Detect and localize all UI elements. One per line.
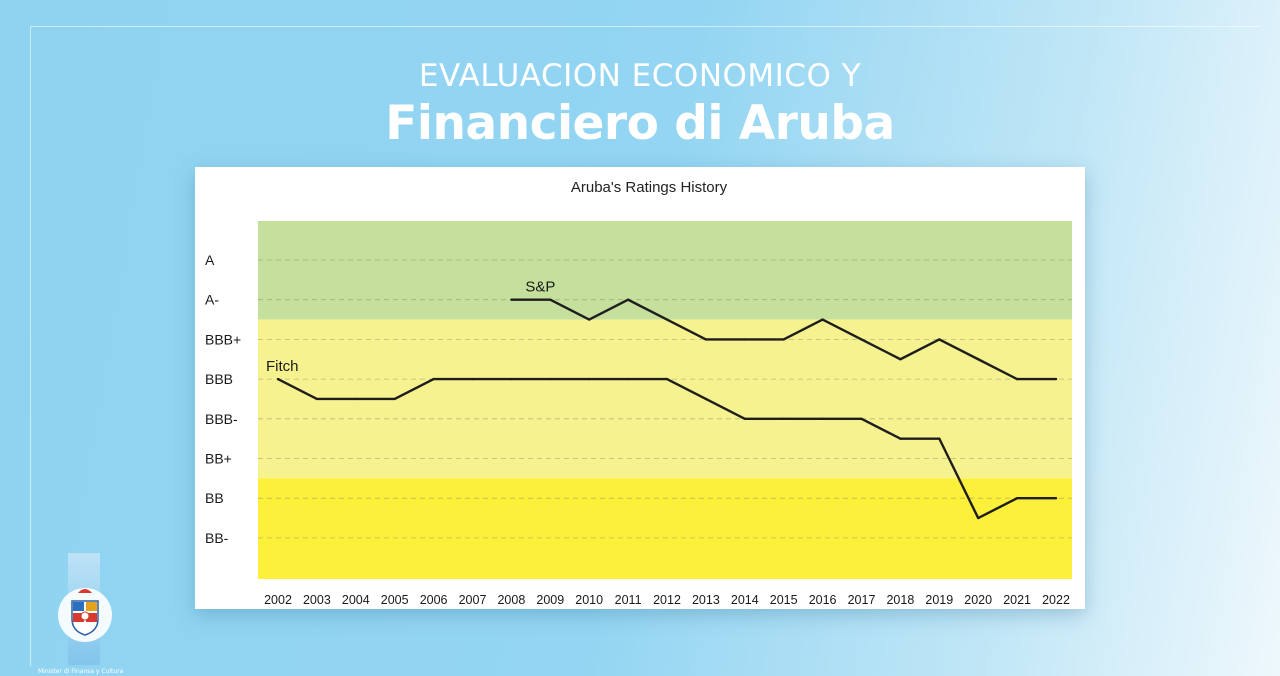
data-point: [821, 318, 824, 321]
series-label: Fitch: [266, 358, 299, 375]
ministry-caption: Minister di Finansa y Cultura: [38, 668, 124, 675]
data-point: [977, 358, 980, 361]
data-point: [393, 397, 396, 401]
data-point: [743, 338, 746, 341]
x-tick-label: 2018: [886, 593, 914, 607]
x-tick-label: 2016: [809, 593, 837, 607]
data-point: [938, 338, 941, 341]
x-tick-label: 2011: [615, 593, 642, 607]
data-point: [704, 397, 708, 401]
series-labels: S&P Fitch: [266, 279, 555, 375]
y-tick-label: BB+: [205, 451, 232, 467]
x-tick-label: 2013: [692, 593, 720, 607]
rating-zone-2: [258, 478, 1072, 579]
coat-of-arms-logo: [50, 553, 120, 668]
data-point: [626, 298, 630, 301]
data-point: [821, 417, 824, 420]
x-tick-label: 2008: [497, 593, 525, 607]
grid-lines: [258, 259, 1072, 539]
data-point: [977, 516, 980, 520]
data-point: [1015, 497, 1019, 500]
ratings-chart-card: Aruba's Ratings History A A- BBB+ BBB BBB- BB…: [195, 167, 1085, 609]
x-tick-label: 2007: [459, 593, 487, 607]
data-point: [549, 298, 552, 301]
data-point: [315, 397, 319, 401]
data-point: [782, 417, 785, 420]
x-tick-label: 2005: [381, 593, 409, 607]
headline-main: Financiero di Aruba: [385, 96, 895, 151]
data-point: [626, 377, 630, 381]
x-tick-label: 2021: [1003, 593, 1031, 607]
data-point: [471, 377, 474, 381]
data-point: [1054, 497, 1058, 500]
data-point: [899, 358, 902, 361]
y-tick-label: BBB: [205, 371, 233, 387]
data-point: [743, 417, 746, 420]
rating-zone-0: [258, 221, 1072, 320]
y-tick-label: BBB-: [205, 411, 238, 427]
data-point: [549, 377, 552, 381]
x-tick-label: 2006: [420, 593, 448, 607]
coat-of-arms-icon: [58, 588, 112, 642]
data-point: [510, 298, 513, 301]
ratings-chart: Aruba's Ratings History A A- BBB+ BBB BBB- BB…: [205, 179, 1072, 607]
y-tick-label: A-: [205, 292, 219, 308]
x-tick-label: 2009: [536, 593, 564, 607]
headline-top: EVALUACION ECONOMICO Y: [418, 58, 862, 94]
y-tick-label: BB: [205, 490, 224, 506]
decorative-frame: [30, 26, 1260, 666]
x-tick-label: 2014: [731, 593, 759, 607]
x-tick-label: 2017: [848, 593, 876, 607]
data-point: [588, 318, 591, 321]
data-point: [938, 437, 941, 440]
x-tick-label: 2022: [1042, 593, 1070, 607]
data-point: [704, 338, 708, 341]
x-tick-label: 2015: [770, 593, 798, 607]
y-tick-label: A: [205, 252, 215, 268]
x-tick-label: 2019: [925, 593, 953, 607]
data-point: [860, 417, 863, 420]
x-tick-label: 2004: [342, 593, 370, 607]
data-point: [432, 377, 435, 381]
x-tick-label: 2002: [264, 593, 292, 607]
chart-title: Aruba's Ratings History: [571, 179, 728, 196]
x-tick-label: 2010: [575, 593, 603, 607]
data-point: [665, 318, 669, 321]
series-label: S&P: [525, 279, 555, 296]
data-point: [276, 377, 280, 381]
x-tick-label: 2003: [303, 593, 331, 607]
data-point: [665, 377, 669, 381]
series-lines: [276, 298, 1058, 520]
x-tick-label: 2012: [653, 593, 681, 607]
data-point: [1054, 377, 1058, 381]
y-axis-labels: A A- BBB+ BBB BBB- BB+ BB BB-: [205, 252, 241, 546]
data-point: [899, 437, 902, 440]
x-axis-labels: 2002 2003 2004 2005 2006 2007 2008 2009 2010 2011…: [264, 593, 1070, 607]
data-point: [354, 397, 357, 401]
y-tick-label: BBB+: [205, 331, 241, 347]
data-point: [588, 377, 591, 381]
data-point: [1015, 377, 1019, 381]
data-point: [860, 338, 863, 341]
x-tick-label: 2020: [964, 593, 992, 607]
data-point: [510, 377, 513, 381]
y-tick-label: BB-: [205, 530, 229, 546]
data-point: [782, 338, 785, 341]
